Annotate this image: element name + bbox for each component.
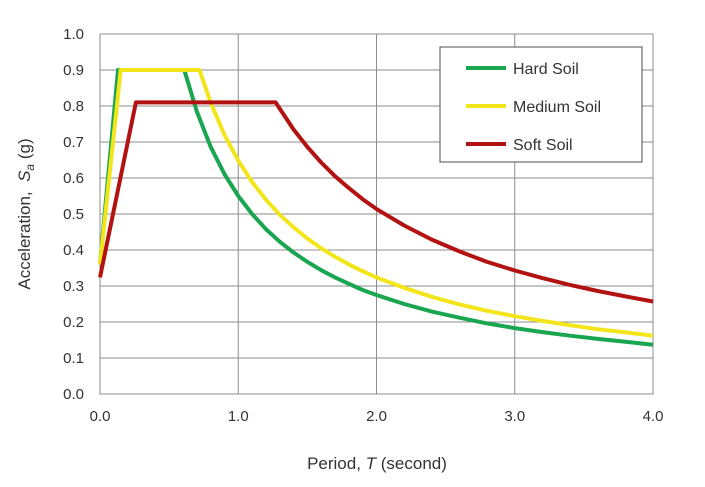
y-axis-title-suffix: (g) bbox=[15, 138, 34, 164]
y-tick-label: 0.4 bbox=[63, 242, 84, 259]
y-axis-title-prefix: Acceleration, bbox=[15, 182, 34, 290]
y-axis-title-subscript: a bbox=[23, 164, 37, 171]
y-tick-label: 0.8 bbox=[63, 98, 84, 115]
x-axis-title-suffix: (second) bbox=[376, 454, 447, 473]
series-line-hard-soil bbox=[98, 68, 654, 347]
legend: Hard Soil Medium Soil Soft Soil bbox=[439, 46, 643, 163]
y-tick-label: 0.5 bbox=[63, 206, 84, 223]
x-axis-title-prefix: Period, bbox=[307, 454, 366, 473]
legend-label-soft-soil: Soft Soil bbox=[513, 137, 573, 154]
y-tick-label: 0.0 bbox=[63, 386, 84, 403]
x-tick-label: 0.0 bbox=[90, 408, 111, 425]
series-line-medium-soil bbox=[98, 68, 654, 338]
y-axis-title: Acceleration, Sa (g) bbox=[15, 138, 37, 289]
y-tick-label: 1.0 bbox=[63, 26, 84, 43]
y-tick-label: 0.3 bbox=[63, 278, 84, 295]
y-tick-label: 0.1 bbox=[63, 350, 84, 367]
y-axis-title-symbol: S bbox=[15, 170, 34, 182]
series-layer bbox=[98, 68, 654, 347]
legend-label-hard-soil: Hard Soil bbox=[513, 61, 579, 78]
x-tick-labels: 0.0 1.0 2.0 3.0 4.0 bbox=[90, 408, 664, 425]
y-tick-label: 0.2 bbox=[63, 314, 84, 331]
x-tick-label: 3.0 bbox=[504, 408, 525, 425]
y-tick-label: 0.9 bbox=[63, 62, 84, 79]
y-tick-labels: 0.0 0.1 0.2 0.3 0.4 0.5 0.6 0.7 0.8 0.9 1.0 bbox=[63, 26, 84, 403]
x-tick-label: 2.0 bbox=[366, 408, 387, 425]
y-tick-label: 0.7 bbox=[63, 134, 84, 151]
series-line-soft-soil bbox=[98, 100, 654, 304]
x-tick-label: 4.0 bbox=[643, 408, 664, 425]
plot-area bbox=[99, 33, 654, 395]
x-tick-label: 1.0 bbox=[228, 408, 249, 425]
x-axis-title: Period, T (second) bbox=[307, 454, 447, 473]
legend-label-medium-soil: Medium Soil bbox=[513, 99, 601, 116]
x-axis-title-symbol: T bbox=[366, 454, 378, 473]
y-tick-label: 0.6 bbox=[63, 170, 84, 187]
